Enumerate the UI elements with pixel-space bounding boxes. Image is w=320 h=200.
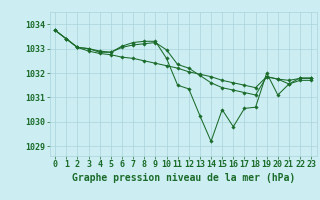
X-axis label: Graphe pression niveau de la mer (hPa): Graphe pression niveau de la mer (hPa) [72, 173, 295, 183]
